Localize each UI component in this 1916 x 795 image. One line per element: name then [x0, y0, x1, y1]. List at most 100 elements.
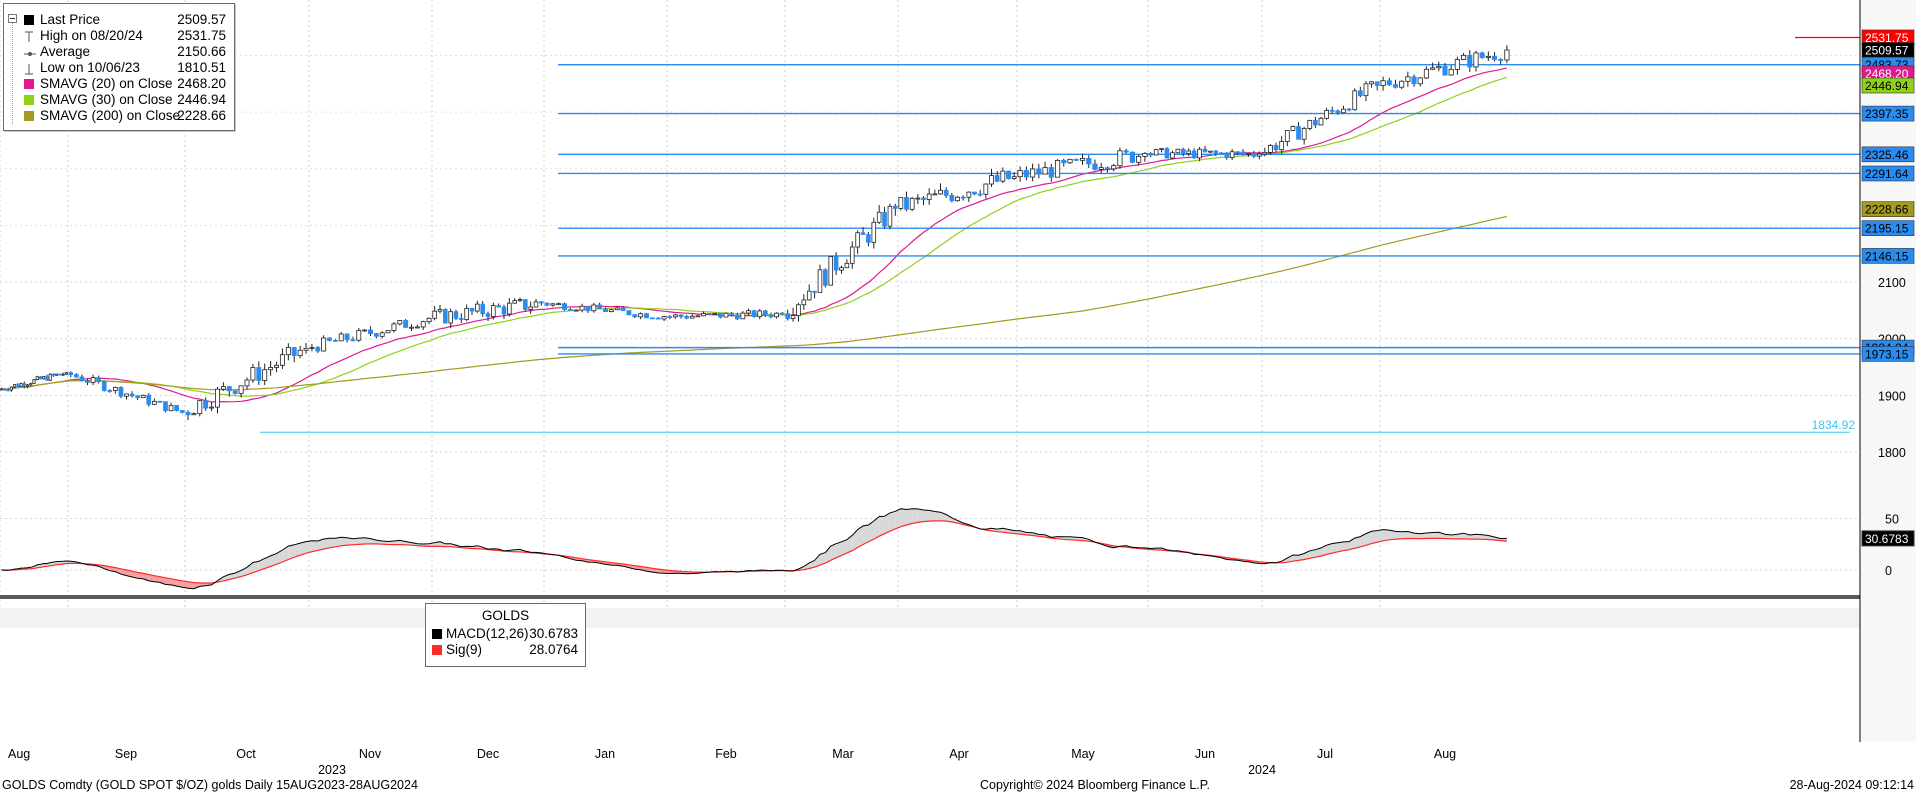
black-square-icon	[432, 629, 442, 639]
y-tick-label: 1900	[1878, 389, 1906, 403]
candle-body	[1164, 148, 1170, 159]
macd-fill	[819, 552, 826, 566]
macd-fill	[148, 574, 155, 582]
candle-body	[51, 373, 55, 376]
candle-body	[528, 306, 533, 310]
candle-body	[174, 404, 179, 411]
candle-body	[146, 394, 152, 405]
value-label-box	[1861, 220, 1915, 236]
signal-legend-row: Sig(9) 28.0764	[432, 642, 582, 658]
macd-fill	[1401, 531, 1408, 539]
y-tick-label: 0	[1885, 564, 1892, 578]
macd-fill	[917, 508, 924, 523]
value-label-box	[1861, 248, 1915, 264]
x-tick-label: Feb	[715, 747, 737, 761]
macd-fill	[946, 514, 952, 522]
sma-200-line	[1, 215, 1508, 391]
legend-row-low: Low on 10/06/23 1810.51	[10, 60, 230, 76]
candle-body	[268, 367, 274, 371]
candle-body	[1399, 80, 1405, 88]
legend-value: 2228.66	[177, 108, 226, 123]
candle-body	[168, 404, 174, 412]
candle-body	[25, 384, 30, 387]
value-label-text: 2468.20	[1865, 67, 1909, 81]
footer-copyright: Copyright© 2024 Bloomberg Finance L.P.	[980, 778, 1210, 792]
legend-row-high: High on 08/20/24 2531.75	[10, 28, 230, 44]
candle-body	[1369, 81, 1374, 85]
candle-body	[785, 313, 790, 319]
x-axis-band	[0, 608, 1860, 628]
value-label-box	[1861, 146, 1915, 163]
candle-body	[453, 311, 459, 319]
candle-body	[332, 340, 338, 342]
candle-body	[1313, 119, 1318, 126]
macd-fill	[258, 558, 265, 571]
candle-body	[1136, 155, 1142, 163]
candle-body	[1279, 141, 1285, 151]
candle-body	[135, 395, 140, 398]
macd-fill	[1414, 533, 1421, 539]
candle-body	[64, 372, 68, 375]
candle-body	[1048, 167, 1054, 178]
candle-body	[1491, 55, 1498, 60]
candle-body	[1142, 153, 1148, 157]
candle-body	[729, 312, 734, 316]
candle-body	[1175, 148, 1181, 154]
candle-body	[1256, 153, 1262, 157]
candle-body	[774, 312, 779, 318]
candle-body	[373, 333, 379, 337]
candle-body	[1104, 167, 1111, 170]
candle-body	[994, 175, 1000, 182]
candle-body	[220, 386, 226, 390]
candle-body	[966, 191, 972, 198]
candle-body	[751, 310, 757, 318]
macd-fill	[934, 511, 941, 521]
candle-body	[140, 394, 146, 398]
candle-body	[1191, 150, 1197, 159]
macd-fill	[358, 537, 365, 545]
footer-timestamp: 28-Aug-2024 09:12:14	[1789, 778, 1914, 792]
macd-fill	[311, 540, 318, 552]
candle-body	[1129, 151, 1135, 163]
candle-body	[926, 193, 932, 200]
legend-row-average: Average 2150.66	[10, 44, 230, 60]
candle-body	[1159, 148, 1164, 151]
candle-body	[1363, 83, 1369, 97]
macd-fill	[323, 538, 330, 549]
candle-body	[1098, 167, 1104, 170]
macd-fill	[1445, 534, 1452, 539]
macd-fill	[825, 546, 831, 564]
candle-body	[695, 315, 701, 318]
macd-fill	[912, 508, 918, 524]
candle-body	[562, 303, 567, 310]
candle-body	[723, 312, 729, 318]
candle-body	[943, 189, 949, 196]
macd-fill	[1482, 534, 1489, 540]
value-label-text: 2446.94	[1865, 79, 1909, 93]
candle-body	[250, 367, 256, 381]
y-tick-label: 1800	[1878, 446, 1906, 460]
candle-body	[1485, 55, 1491, 58]
macd-fill	[1337, 541, 1344, 552]
candle-body	[960, 196, 966, 199]
candle-body	[828, 256, 834, 286]
candle-body	[13, 384, 17, 388]
candle-body	[344, 333, 350, 341]
candle-body	[989, 175, 994, 185]
candle-body	[79, 376, 85, 382]
legend-row-sma20: SMAVG (20) on Close 2468.20	[10, 76, 230, 92]
macd-fill	[814, 554, 820, 568]
candle-body	[539, 301, 544, 304]
macd-panel	[1, 508, 1507, 590]
candle-body	[591, 304, 597, 312]
macd-fill	[906, 508, 913, 525]
candle-body	[90, 377, 96, 383]
candle-body	[839, 267, 844, 271]
candle-body	[464, 308, 469, 320]
candle-body	[790, 315, 796, 319]
candle-body	[163, 401, 168, 412]
candle-body	[42, 376, 46, 380]
candle-body	[1504, 49, 1510, 61]
candle-body	[701, 312, 706, 317]
candle-body	[597, 304, 603, 310]
